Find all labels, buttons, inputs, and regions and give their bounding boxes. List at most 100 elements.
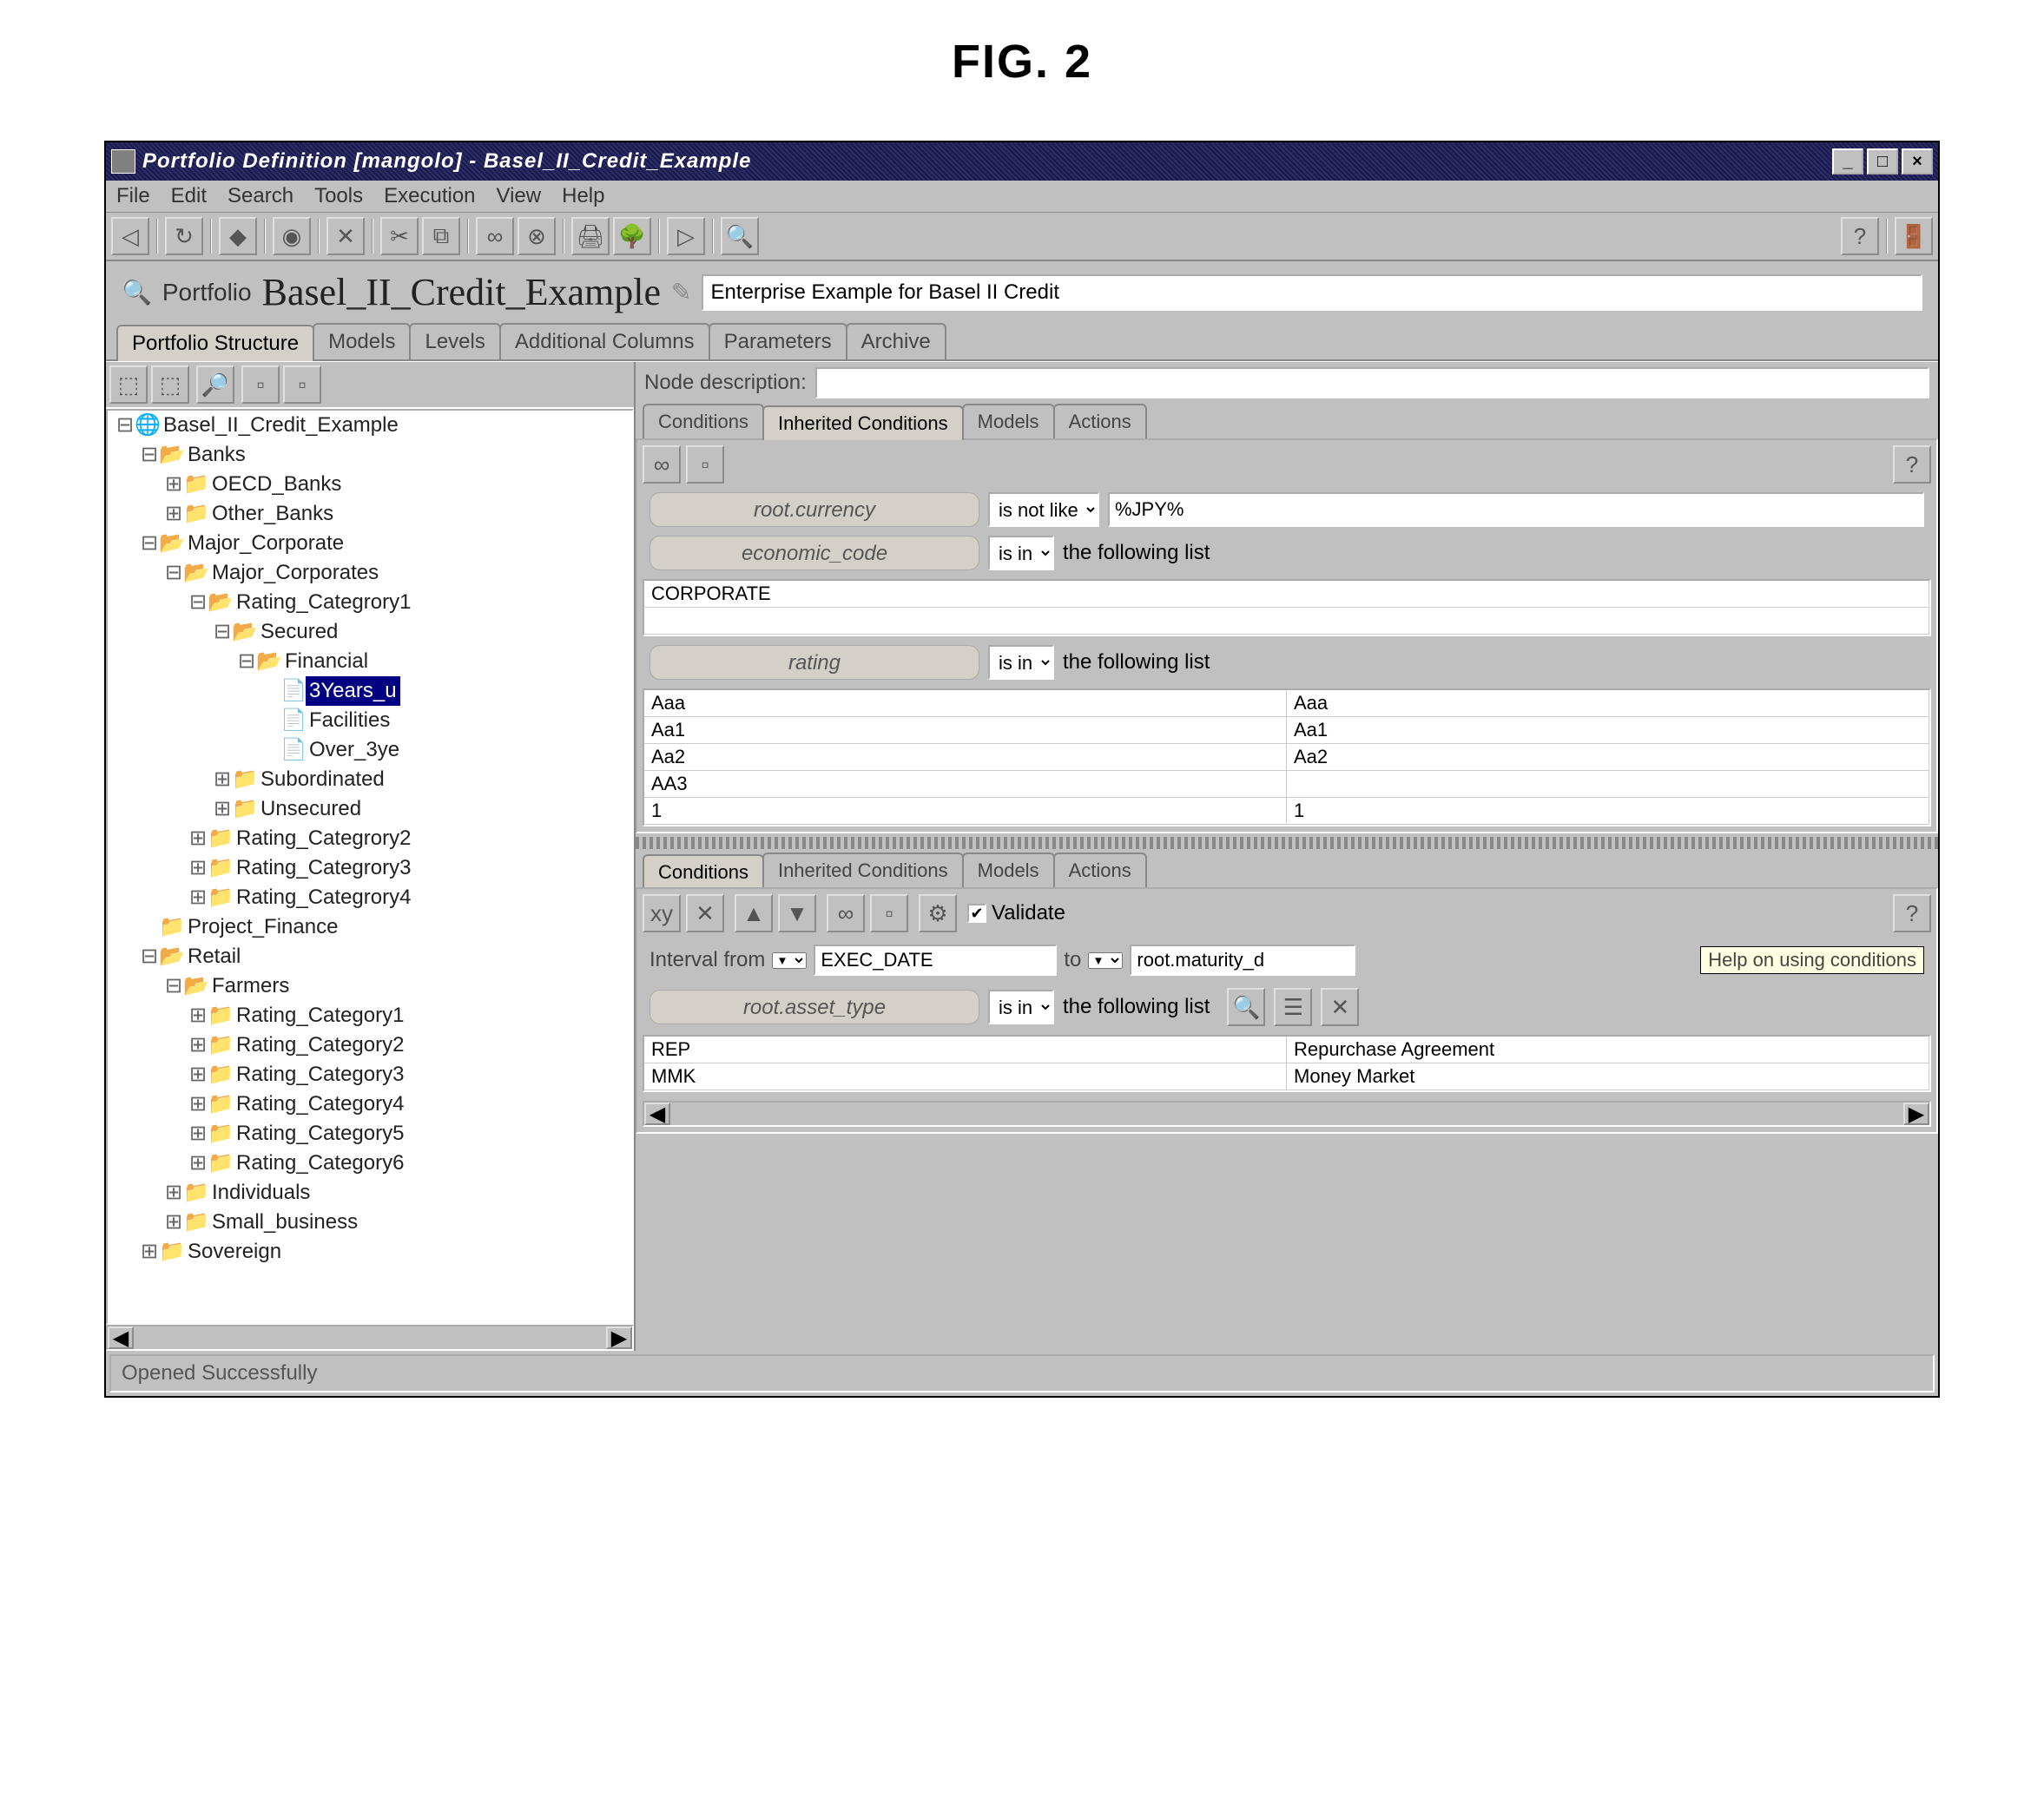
tree-node[interactable]: ⊞📁Rating_Categrory2 xyxy=(108,824,632,853)
scroll-right-icon[interactable]: ▶ xyxy=(606,1327,632,1349)
tab-additional-columns[interactable]: Additional Columns xyxy=(499,323,710,359)
tree-node[interactable]: ⊞📁Rating_Category5 xyxy=(108,1119,632,1149)
tree-node[interactable]: ⊟📂Financial xyxy=(108,647,632,676)
tree-node[interactable]: ⊟📂Major_Corporates xyxy=(108,558,632,588)
scroll-left-icon[interactable]: ◀ xyxy=(108,1327,134,1349)
tab-models[interactable]: Models xyxy=(313,323,411,359)
portfolio-description-input[interactable] xyxy=(702,274,1922,311)
edit-icon[interactable]: ✎ xyxy=(671,278,691,306)
validate-checkbox[interactable]: ✔ Validate xyxy=(967,901,1065,925)
subtab-actions[interactable]: Actions xyxy=(1053,404,1147,438)
tree-find-icon[interactable]: 🔎 xyxy=(196,365,234,404)
menu-file[interactable]: File xyxy=(116,184,150,208)
tree-node[interactable]: ⊞📁Rating_Categrory3 xyxy=(108,853,632,883)
interval-from-input[interactable] xyxy=(814,945,1057,976)
tree-expand-icon[interactable]: ▫ xyxy=(241,365,280,404)
right-hscroll[interactable]: ◀ ▶ xyxy=(643,1101,1931,1127)
tree-node[interactable]: ⊟📂Secured xyxy=(108,617,632,647)
tree-node[interactable]: ⊞📁Unsecured xyxy=(108,794,632,824)
cond1-value-input[interactable] xyxy=(1108,492,1924,527)
cond3-op-select[interactable]: is in xyxy=(988,645,1054,680)
lcond-op-select[interactable]: is in xyxy=(988,990,1054,1024)
interval-to-dd[interactable]: ▼ xyxy=(1088,952,1123,969)
tree-node[interactable]: ⊞📁OECD_Banks xyxy=(108,470,632,499)
cond-help-icon[interactable]: ? xyxy=(1893,445,1931,484)
tree-node[interactable]: ⊞📁Sovereign xyxy=(108,1237,632,1267)
tool-delete-icon[interactable]: ✕ xyxy=(326,217,365,255)
l-tool-help-icon[interactable]: ? xyxy=(1893,894,1931,932)
tree-node[interactable]: 📁Project_Finance xyxy=(108,912,632,942)
maximize-button[interactable]: □ xyxy=(1867,148,1898,174)
subtab-models[interactable]: Models xyxy=(962,404,1055,438)
tree-node[interactable]: ⊟📂Retail xyxy=(108,942,632,971)
tab-archive[interactable]: Archive xyxy=(846,323,946,359)
tree-node[interactable]: ⊟🌐Basel_II_Credit_Example xyxy=(108,411,632,440)
tree-node[interactable]: 📄3Years_u xyxy=(108,676,632,706)
l-tool-5-icon[interactable]: ▫ xyxy=(870,894,908,932)
lcond-search-icon[interactable]: 🔍 xyxy=(1227,988,1265,1026)
close-button[interactable]: × xyxy=(1902,148,1933,174)
menu-search[interactable]: Search xyxy=(227,184,293,208)
tab-parameters[interactable]: Parameters xyxy=(709,323,847,359)
l-tool-2-icon[interactable]: ✕ xyxy=(686,894,724,932)
tree-node[interactable]: ⊞📁Rating_Category4 xyxy=(108,1090,632,1119)
tree-tool-2-icon[interactable]: ⬚ xyxy=(151,365,189,404)
l-tool-link-icon[interactable]: ∞ xyxy=(827,894,865,932)
tree-node[interactable]: ⊞📁Rating_Categrory4 xyxy=(108,883,632,912)
l-tool-gear-icon[interactable]: ⚙ xyxy=(919,894,957,932)
lsubtab-models[interactable]: Models xyxy=(962,853,1055,887)
tree-node[interactable]: ⊞📁Individuals xyxy=(108,1178,632,1208)
tool-run-icon[interactable]: ▷ xyxy=(667,217,705,255)
rscroll-right-icon[interactable]: ▶ xyxy=(1903,1103,1929,1125)
tool-cut-icon[interactable]: ✂ xyxy=(380,217,419,255)
tool-search-icon[interactable]: 🔍 xyxy=(721,217,759,255)
tool-exit-icon[interactable]: 🚪 xyxy=(1895,217,1933,255)
interval-to-input[interactable] xyxy=(1130,945,1355,976)
tree-collapse-icon[interactable]: ▫ xyxy=(283,365,321,404)
portfolio-tree[interactable]: ⊟🌐Basel_II_Credit_Example⊟📂Banks⊞📁OECD_B… xyxy=(106,409,634,1325)
cond-2-icon[interactable]: ▫ xyxy=(686,445,724,484)
menu-help[interactable]: Help xyxy=(562,184,604,208)
tool-tree-icon[interactable]: 🌳 xyxy=(613,217,651,255)
l-tool-xy-icon[interactable]: xy xyxy=(643,894,681,932)
panel-divider[interactable] xyxy=(636,837,1938,849)
interval-from-dd[interactable]: ▼ xyxy=(772,952,807,969)
minimize-button[interactable]: _ xyxy=(1832,148,1863,174)
menu-tools[interactable]: Tools xyxy=(314,184,363,208)
tool-print-icon[interactable]: 🖨 xyxy=(571,217,610,255)
tree-tool-1-icon[interactable]: ⬚ xyxy=(109,365,148,404)
tree-node[interactable]: ⊞📁Subordinated xyxy=(108,765,632,794)
tree-node[interactable]: ⊞📁Rating_Category6 xyxy=(108,1149,632,1178)
l-tool-up-icon[interactable]: ▲ xyxy=(735,894,773,932)
tree-node[interactable]: 📄Over_3ye xyxy=(108,735,632,765)
tab-levels[interactable]: Levels xyxy=(409,323,500,359)
tool-refresh-icon[interactable]: ↻ xyxy=(165,217,203,255)
tree-node[interactable]: ⊞📁Other_Banks xyxy=(108,499,632,529)
tree-node[interactable]: ⊞📁Rating_Category1 xyxy=(108,1001,632,1030)
cond-link-icon[interactable]: ∞ xyxy=(643,445,681,484)
cond2-op-select[interactable]: is in xyxy=(988,536,1054,570)
tree-node[interactable]: 📄Facilities xyxy=(108,706,632,735)
tree-node[interactable]: ⊟📂Farmers xyxy=(108,971,632,1001)
tool-new-icon[interactable]: ◆ xyxy=(219,217,257,255)
tool-link-icon[interactable]: ∞ xyxy=(476,217,514,255)
tree-node[interactable]: ⊟📂Rating_Categrory1 xyxy=(108,588,632,617)
tree-node[interactable]: ⊞📁Rating_Category2 xyxy=(108,1030,632,1060)
lsubtab-actions[interactable]: Actions xyxy=(1053,853,1147,887)
tool-unlink-icon[interactable]: ⊗ xyxy=(518,217,556,255)
subtab-conditions[interactable]: Conditions xyxy=(643,404,764,438)
tab-portfolio-structure[interactable]: Portfolio Structure xyxy=(116,325,314,361)
tree-hscroll[interactable]: ◀ ▶ xyxy=(106,1325,634,1351)
tree-node[interactable]: ⊞📁Small_business xyxy=(108,1208,632,1237)
subtab-inherited[interactable]: Inherited Conditions xyxy=(762,405,964,440)
menu-edit[interactable]: Edit xyxy=(171,184,207,208)
lsubtab-inherited[interactable]: Inherited Conditions xyxy=(762,853,964,887)
tool-open-icon[interactable]: ◉ xyxy=(273,217,311,255)
lcond-clear-icon[interactable]: ✕ xyxy=(1321,988,1359,1026)
cond1-op-select[interactable]: is not like xyxy=(988,492,1099,527)
lsubtab-conditions[interactable]: Conditions xyxy=(643,854,764,889)
lcond-list-icon[interactable]: ☰ xyxy=(1274,988,1312,1026)
tool-help-icon[interactable]: ? xyxy=(1841,217,1879,255)
tool-back-icon[interactable]: ◁ xyxy=(111,217,149,255)
tree-node[interactable]: ⊟📂Major_Corporate xyxy=(108,529,632,558)
